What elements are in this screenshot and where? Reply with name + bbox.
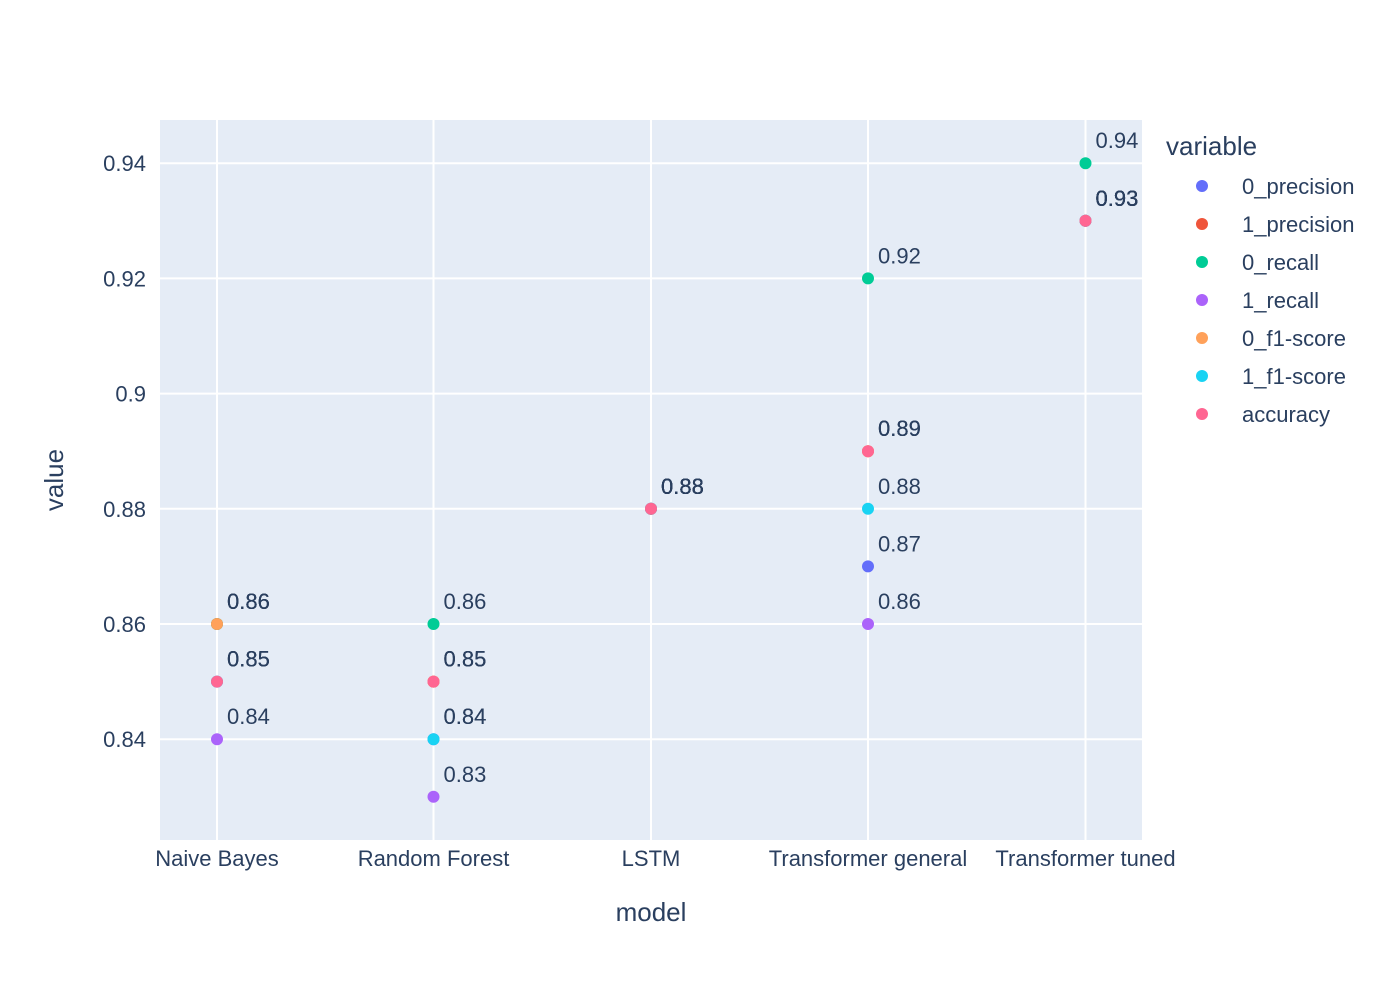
data-point (1079, 214, 1092, 227)
data-point (645, 502, 657, 515)
y-tick-label: 0.94 (103, 151, 146, 176)
data-label: 0.89 (878, 416, 921, 441)
data-label: 0.84 (444, 704, 487, 729)
data-label: 0.85 (227, 647, 270, 672)
data-label: 0.93 (1096, 186, 1139, 211)
data-points (211, 157, 1092, 803)
data-label: 0.89 (878, 416, 921, 441)
legend-item: 0_precision (1242, 174, 1355, 199)
y-tick-label: 0.84 (103, 727, 146, 752)
x-tick-label: Random Forest (358, 846, 510, 871)
x-axis-title: model (616, 897, 687, 927)
data-point (211, 733, 223, 746)
data-label: 0.93 (1096, 186, 1139, 211)
data-label: 0.86 (878, 589, 921, 614)
data-label: 0.88 (661, 474, 704, 499)
data-label: 0.84 (227, 704, 270, 729)
x-tick-labels: Naive Bayes Random Forest LSTM Transformer … (155, 846, 1175, 871)
x-tick-label: Transformer tuned (995, 846, 1175, 871)
y-tick-labels: 0.84 0.86 0.88 0.9 0.92 0.94 (103, 151, 146, 752)
data-point (427, 618, 440, 630)
data-label: 0.86 (227, 589, 270, 614)
data-label: 0.86 (444, 589, 487, 614)
data-point (427, 790, 440, 803)
y-gridlines (160, 162, 1142, 741)
legend-item: 0_recall (1242, 250, 1319, 275)
x-tick-label: Naive Bayes (155, 846, 279, 871)
data-label: 0.84 (444, 704, 487, 729)
legend-marker (1196, 180, 1208, 192)
data-label: 0.86 (227, 589, 270, 614)
data-point (1079, 157, 1092, 170)
data-label: 0.88 (661, 474, 704, 499)
data-point (862, 560, 874, 573)
legend-marker (1196, 408, 1208, 420)
legend-marker (1196, 218, 1208, 230)
legend-marker (1196, 370, 1208, 382)
legend: 0_precision 1_precision 0_recall 1_recall 0_… (1196, 174, 1355, 427)
legend-marker (1196, 256, 1208, 268)
data-label: 0.93 (1096, 186, 1139, 211)
legend-item: 1_f1-score (1242, 364, 1346, 389)
data-point (427, 675, 440, 688)
data-label: 0.88 (661, 474, 704, 499)
data-label: 0.88 (661, 474, 704, 499)
data-label: 0.94 (1096, 128, 1139, 153)
y-tick-label: 0.92 (103, 266, 146, 291)
data-label: 0.93 (1096, 186, 1139, 211)
data-point (862, 272, 874, 285)
data-label: 0.85 (444, 647, 487, 672)
x-tick-label: Transformer general (769, 846, 967, 871)
data-point (862, 445, 874, 458)
x-tick-label: LSTM (622, 846, 681, 871)
legend-item: accuracy (1242, 402, 1330, 427)
legend-marker (1196, 294, 1208, 306)
data-label: 0.88 (661, 474, 704, 499)
legend-item: 1_recall (1242, 288, 1319, 313)
data-label: 0.92 (878, 243, 921, 268)
data-label: 0.88 (878, 474, 921, 499)
legend-marker (1196, 332, 1208, 344)
data-label: 0.88 (661, 474, 704, 499)
data-label: 0.87 (878, 531, 921, 556)
legend-item: 0_f1-score (1242, 326, 1346, 351)
data-point (211, 675, 223, 688)
legend-item: 1_precision (1242, 212, 1355, 237)
data-label: 0.83 (444, 762, 487, 787)
y-tick-label: 0.86 (103, 612, 146, 637)
data-label: 0.93 (1096, 186, 1139, 211)
data-label: 0.85 (444, 647, 487, 672)
data-label: 0.89 (878, 416, 921, 441)
data-point (211, 618, 223, 630)
x-gridlines (216, 120, 1087, 840)
legend-title: variable (1166, 131, 1257, 161)
data-label: 0.85 (227, 647, 270, 672)
data-label: 0.86 (227, 589, 270, 614)
data-point (427, 733, 440, 746)
data-label: 0.88 (661, 474, 704, 499)
data-label: 0.85 (444, 647, 487, 672)
y-tick-label: 0.88 (103, 497, 146, 522)
data-point (862, 502, 874, 515)
data-label: 0.85 (227, 647, 270, 672)
y-axis-title: value (39, 449, 69, 511)
y-tick-label: 0.9 (115, 382, 146, 407)
data-labels: 0.850.840.880.870.930.860.850.880.890.93… (227, 128, 1138, 787)
data-point (862, 618, 874, 630)
data-label: 0.93 (1096, 186, 1139, 211)
